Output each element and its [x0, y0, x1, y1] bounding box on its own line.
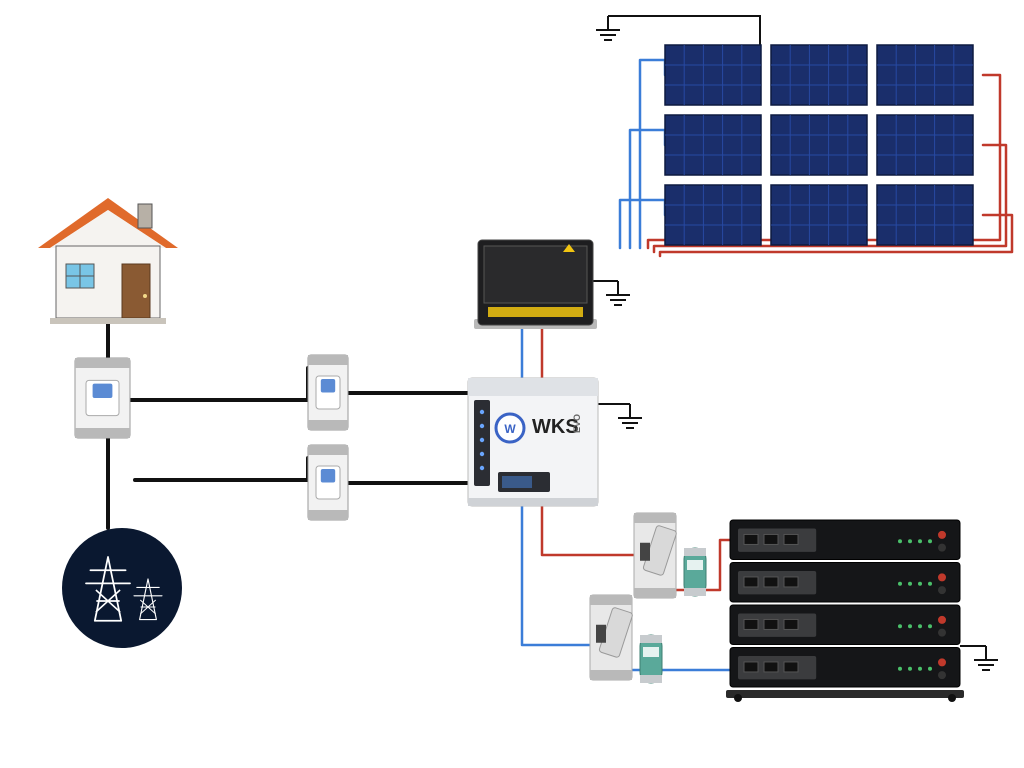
- solar-panel: [771, 185, 867, 245]
- solar-panel: [665, 45, 761, 105]
- grid-icon: [62, 528, 182, 648]
- battery-unit: [730, 648, 960, 688]
- fuse-cartridge-2: [640, 635, 662, 683]
- solar-panel: [771, 45, 867, 105]
- solar-array: [665, 45, 973, 245]
- fuse-cartridge-1: [684, 548, 706, 596]
- solar-panel: [877, 185, 973, 245]
- battery-stack: [726, 520, 964, 702]
- breaker-2: [308, 445, 348, 520]
- battery-unit: [730, 563, 960, 603]
- solar-panel: [665, 115, 761, 175]
- fuse-holder-1: [634, 513, 677, 598]
- battery-unit: [730, 605, 960, 645]
- inverter: WWKSEVO: [468, 378, 598, 506]
- battery-unit: [730, 520, 960, 560]
- breaker-1: [308, 355, 348, 430]
- combiner-box: [474, 240, 597, 329]
- fuse-holder-2: [590, 595, 633, 680]
- svg-text:W: W: [504, 422, 516, 436]
- main-breaker: [75, 358, 130, 438]
- solar-panel: [665, 185, 761, 245]
- solar-panel: [877, 115, 973, 175]
- inverter-sub-label: EVO: [572, 414, 582, 433]
- solar-panel: [877, 45, 973, 105]
- solar-panel: [771, 115, 867, 175]
